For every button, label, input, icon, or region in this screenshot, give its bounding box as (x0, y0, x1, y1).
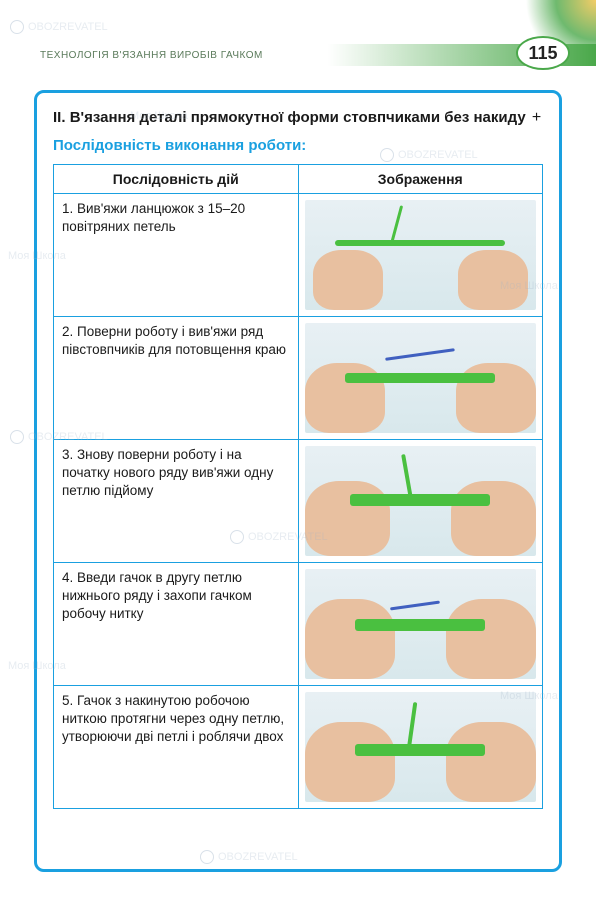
step-image-cell (298, 685, 543, 808)
chapter-header-strip: ТЕХНОЛОГІЯ В'ЯЗАННЯ ВИРОБІВ ГАЧКОМ (0, 44, 596, 66)
step-image-cell (298, 193, 543, 316)
steps-table: Послідовність дій Зображення 1. Вив'яжи … (53, 164, 543, 809)
step-text: 2. Поверни роботу і вив'яжи ряд півстовп… (54, 316, 299, 439)
step-image-cell (298, 316, 543, 439)
chain-stitch-photo (305, 200, 537, 310)
table-row: 3. Знову поверни роботу і на початку нов… (54, 439, 543, 562)
step-image-cell (298, 562, 543, 685)
step-text: 5. Гачок з накинутою робочою ниткою прот… (54, 685, 299, 808)
table-row: 1. Вив'яжи ланцюжок з 15–20 повітряних п… (54, 193, 543, 316)
col2-header: Зображення (298, 164, 543, 193)
section-title: II. В'язання деталі прямокутної форми ст… (53, 107, 543, 129)
insert-hook-photo (305, 569, 537, 679)
step-image-cell (298, 439, 543, 562)
section-title-prefix: II. (53, 109, 66, 126)
step-text: 4. Введи гачок в другу петлю нижнього ря… (54, 562, 299, 685)
half-stitch-row-photo (305, 323, 537, 433)
table-row: 2. Поверни роботу і вив'яжи ряд півстовп… (54, 316, 543, 439)
chapter-label: ТЕХНОЛОГІЯ В'ЯЗАННЯ ВИРОБІВ ГАЧКОМ (40, 50, 263, 61)
content-panel: II. В'язання деталі прямокутної форми ст… (34, 90, 562, 872)
step-text: 3. Знову поверни роботу і на початку нов… (54, 439, 299, 562)
step-text: 1. Вив'яжи ланцюжок з 15–20 повітряних п… (54, 193, 299, 316)
table-row: 5. Гачок з накинутою робочою ниткою прот… (54, 685, 543, 808)
page-number-value: 115 (528, 43, 557, 64)
section-subtitle: Послідовність виконання роботи: (53, 137, 543, 154)
pull-through-photo (305, 692, 537, 802)
page-number-badge: 115 (516, 36, 570, 70)
lift-loop-photo (305, 446, 537, 556)
plus-symbol: + (532, 109, 541, 126)
table-row: 4. Введи гачок в другу петлю нижнього ря… (54, 562, 543, 685)
section-title-text: В'язання деталі прямокутної форми стовпч… (70, 109, 526, 126)
watermark: OBOZREVATEL (10, 20, 108, 34)
col1-header: Послідовність дій (54, 164, 299, 193)
